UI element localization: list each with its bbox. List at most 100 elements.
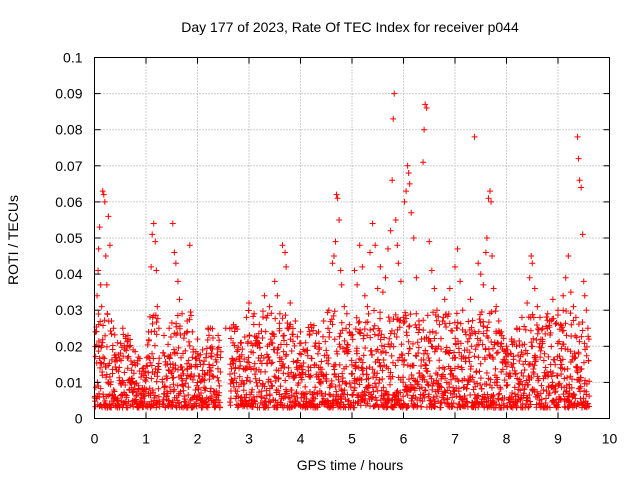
data-point xyxy=(454,325,461,332)
y-tick-label: 0.09 xyxy=(55,86,82,102)
data-point xyxy=(332,383,339,390)
data-point xyxy=(281,332,288,339)
data-point xyxy=(216,337,223,344)
data-point xyxy=(489,253,496,260)
data-point xyxy=(97,385,104,392)
data-point xyxy=(585,333,592,340)
data-point xyxy=(461,393,468,400)
y-tick-labels: 0 0.01 0.02 0.03 0.04 0.05 0.06 0.07 0.08 0.09 0.1 xyxy=(55,50,82,427)
data-point xyxy=(475,328,482,335)
x-tick-label: 8 xyxy=(503,431,511,447)
data-point xyxy=(302,383,309,390)
data-point xyxy=(410,340,417,347)
data-point xyxy=(101,355,108,362)
data-point xyxy=(241,333,248,340)
data-point xyxy=(466,335,473,342)
data-point xyxy=(290,331,297,338)
data-point xyxy=(95,338,102,345)
data-point xyxy=(516,357,523,364)
data-point xyxy=(510,360,517,367)
data-point xyxy=(405,338,412,345)
data-point xyxy=(463,385,470,392)
data-point xyxy=(525,404,532,411)
data-point xyxy=(130,370,137,377)
data-point xyxy=(415,350,422,357)
data-point xyxy=(461,375,468,382)
data-point xyxy=(322,338,329,345)
data-point xyxy=(296,350,303,357)
data-point xyxy=(413,310,420,317)
y-axis-label: ROTI / TECUs xyxy=(5,195,21,285)
data-point xyxy=(568,399,575,406)
data-point xyxy=(442,375,449,382)
data-point xyxy=(231,375,238,382)
data-point xyxy=(153,378,160,385)
data-point xyxy=(214,365,221,372)
data-point xyxy=(180,335,187,342)
data-point xyxy=(399,352,406,359)
data-point xyxy=(583,388,590,395)
data-point xyxy=(522,358,529,365)
data-point xyxy=(395,260,402,267)
data-point xyxy=(275,387,282,394)
data-point xyxy=(493,328,500,335)
data-point xyxy=(394,242,401,249)
data-point xyxy=(206,376,213,383)
data-point xyxy=(176,296,183,303)
data-point xyxy=(179,377,186,384)
data-point xyxy=(503,343,510,350)
data-point xyxy=(504,351,511,358)
data-point xyxy=(410,384,417,391)
data-point xyxy=(125,353,132,360)
data-point xyxy=(251,360,258,367)
data-point xyxy=(234,326,241,333)
data-point xyxy=(141,392,148,399)
data-point xyxy=(300,359,307,366)
data-point xyxy=(231,342,238,349)
data-point xyxy=(266,392,273,399)
data-point xyxy=(283,388,290,395)
data-point xyxy=(389,373,396,380)
data-point xyxy=(328,377,335,384)
data-point xyxy=(190,403,197,410)
data-point xyxy=(457,340,464,347)
data-point xyxy=(170,346,177,353)
y-tick-label: 0.07 xyxy=(55,158,82,174)
data-point xyxy=(586,393,593,400)
data-point xyxy=(404,392,411,399)
data-point xyxy=(302,339,309,346)
data-point xyxy=(492,308,499,315)
data-point xyxy=(386,335,393,342)
data-point xyxy=(154,315,161,322)
data-point xyxy=(418,403,425,410)
data-point xyxy=(457,320,464,327)
data-point xyxy=(150,389,157,396)
data-point xyxy=(256,389,263,396)
data-point xyxy=(167,351,174,358)
data-point xyxy=(196,394,203,401)
data-point xyxy=(297,328,304,335)
data-point xyxy=(375,380,382,387)
data-point xyxy=(195,386,202,393)
data-point xyxy=(504,381,511,388)
data-point xyxy=(579,231,586,238)
data-point xyxy=(206,332,213,339)
data-point xyxy=(175,366,182,373)
data-point xyxy=(494,376,501,383)
data-point xyxy=(358,364,365,371)
data-point xyxy=(185,357,192,364)
data-point xyxy=(489,345,496,352)
data-point xyxy=(433,317,440,324)
data-point xyxy=(349,336,356,343)
data-point xyxy=(530,335,537,342)
data-point xyxy=(531,285,538,292)
data-point xyxy=(436,357,443,364)
data-point xyxy=(214,346,221,353)
data-point xyxy=(477,271,484,278)
data-point xyxy=(393,334,400,341)
data-point xyxy=(265,354,272,361)
data-point xyxy=(353,314,360,321)
data-point xyxy=(369,220,376,227)
data-point xyxy=(325,354,332,361)
data-point xyxy=(301,391,308,398)
